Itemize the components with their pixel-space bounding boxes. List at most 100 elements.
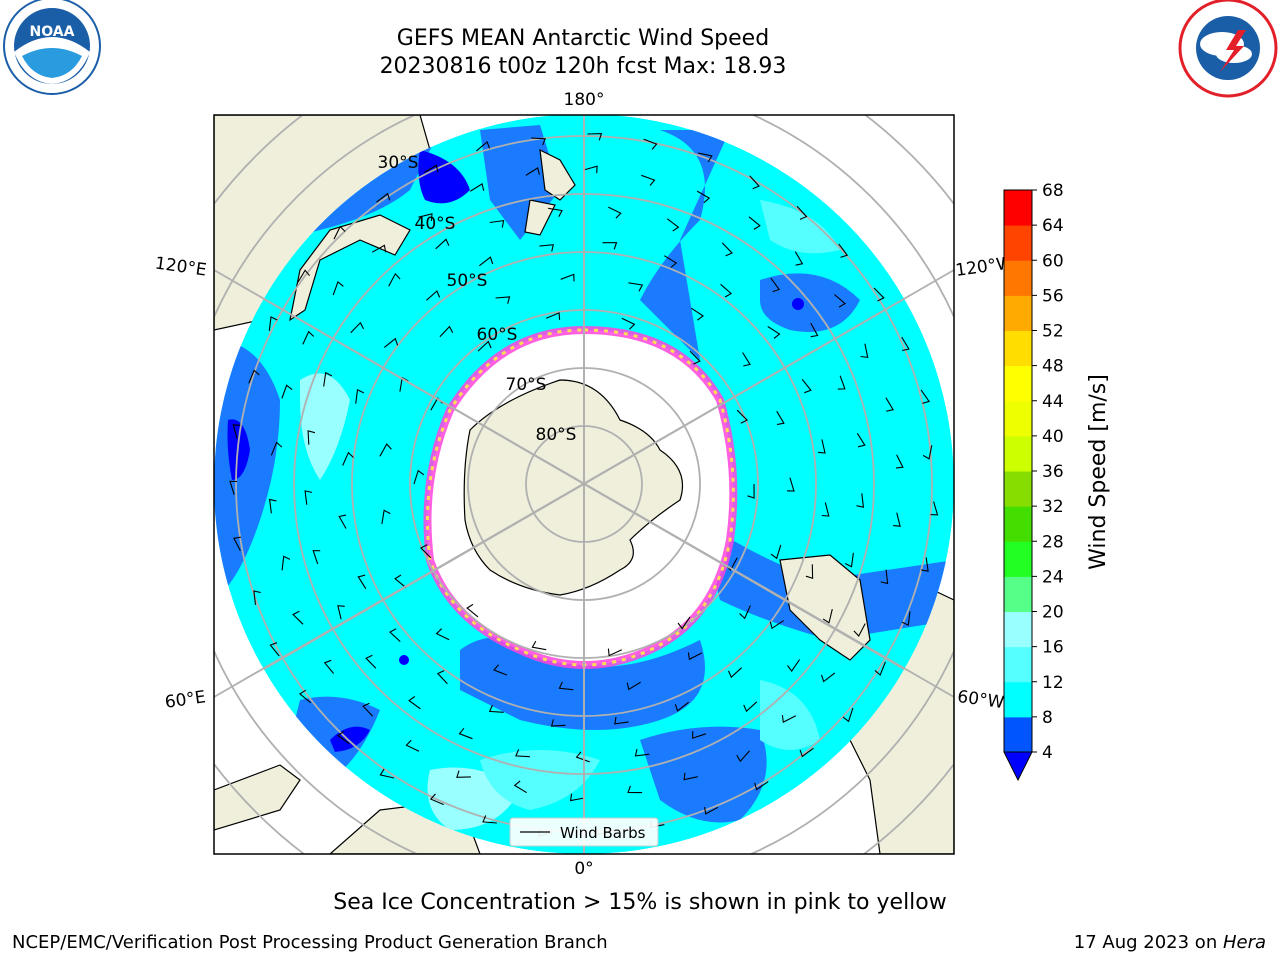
wind-barb	[743, 701, 758, 713]
wind-barb	[696, 190, 711, 204]
wind-barb	[550, 719, 566, 727]
wind-barb	[721, 242, 733, 257]
wind-barb	[362, 702, 374, 717]
wind-barb	[628, 282, 644, 292]
nws-logo	[1178, 0, 1278, 98]
colorbar-segment	[1004, 506, 1032, 542]
wind-barb	[583, 165, 598, 174]
wind-barb	[627, 785, 643, 794]
wind-barb	[488, 704, 504, 713]
wind-barb	[253, 590, 261, 605]
wind-barb	[515, 749, 530, 758]
wind-barb	[229, 480, 238, 495]
lon-label-180: 180°	[564, 90, 605, 110]
wind-barb	[357, 574, 367, 589]
wind-barb	[748, 216, 761, 230]
wind-barb	[727, 667, 742, 679]
wind-barb	[844, 552, 854, 568]
wind-barb	[424, 164, 439, 173]
wind-barb	[342, 451, 354, 466]
wind-barb	[376, 192, 391, 203]
wind-barb	[720, 283, 733, 298]
wind-barb	[747, 483, 755, 499]
colorbar-tick-label: 44	[1042, 392, 1064, 412]
map-legend: Wind Barbs	[509, 817, 659, 847]
wind-barb	[413, 469, 425, 485]
wind-barb	[558, 681, 574, 691]
wind-barb	[922, 445, 933, 460]
wind-barb	[687, 652, 703, 661]
wind-barb	[435, 628, 450, 641]
wind-barb	[801, 378, 812, 394]
wind-barb	[281, 555, 291, 571]
wind-barb	[621, 317, 636, 330]
wind-barb	[805, 564, 814, 580]
wind-barb	[690, 307, 704, 321]
wind-barb	[626, 681, 641, 691]
lon-label-120e: 120°E	[154, 254, 208, 281]
wind-barb	[641, 174, 656, 186]
wind-barb	[458, 727, 473, 740]
colorbar-segment	[1004, 611, 1032, 648]
colorbar-segment	[1004, 716, 1032, 753]
wind-barb	[545, 312, 561, 320]
wind-barb	[704, 806, 719, 815]
colorbar-segment	[1004, 471, 1032, 507]
wind-barb	[634, 748, 650, 757]
wind-barb	[383, 337, 399, 348]
colorbar-segment	[1004, 576, 1032, 612]
wind-barb	[426, 290, 441, 301]
wind-barb	[478, 256, 494, 267]
wind-barb	[323, 659, 335, 674]
colorbar-tick-label: 68	[1042, 181, 1064, 201]
wind-barb	[697, 152, 713, 163]
wind-barb	[248, 369, 260, 384]
wind-barb	[333, 225, 346, 240]
wind-barb	[895, 454, 904, 469]
noaa-logo: NOAA	[3, 0, 101, 95]
wind-barb	[770, 544, 782, 560]
wind-barb	[569, 793, 585, 802]
wind-barb	[776, 410, 785, 426]
svg-text:Wind Barbs: Wind Barbs	[560, 824, 646, 842]
colorbar-tick-label: 16	[1042, 638, 1064, 658]
footer-system: Hera	[1222, 932, 1266, 953]
wind-barb	[608, 206, 622, 219]
wind-barb	[860, 343, 869, 359]
wind-barb	[834, 294, 846, 308]
wind-barb	[269, 642, 280, 657]
wind-barb	[525, 167, 540, 176]
colorbar-label: Wind Speed [m/s]	[1086, 374, 1111, 570]
colorbar-segment	[1004, 365, 1032, 402]
lat-label-70s: 70°S	[506, 375, 547, 395]
wind-barb	[371, 244, 387, 253]
wind-barb	[794, 251, 804, 266]
wind-barb	[736, 750, 751, 763]
wind-barb	[838, 243, 849, 258]
wind-barb	[817, 439, 826, 454]
colorbar-tick-label: 28	[1042, 532, 1064, 552]
colorbar-tick-label: 52	[1042, 322, 1064, 342]
wind-barb	[297, 269, 311, 283]
wind-barb	[419, 544, 432, 559]
colorbar-tick-label: 60	[1042, 251, 1064, 271]
wind-barb	[796, 205, 808, 220]
wind-barb	[921, 557, 929, 572]
land-inside	[289, 148, 871, 661]
footer-date-prefix: 17 Aug 2023 on	[1073, 932, 1223, 953]
colorbar-segment	[1004, 295, 1032, 331]
wind-barb	[856, 433, 866, 448]
colorbar-segment	[1004, 190, 1032, 226]
wind-barb	[920, 389, 930, 404]
colorbar-extend-arrow	[1003, 751, 1033, 782]
wind-barb	[323, 371, 333, 387]
lat-label-80s: 80°S	[536, 425, 577, 445]
svg-text:NOAA: NOAA	[30, 24, 75, 40]
wind-barb	[337, 731, 350, 745]
lon-label-0: 0°	[574, 859, 593, 879]
map-frame	[213, 114, 955, 855]
wind-barb	[770, 277, 781, 293]
wind-barb	[493, 664, 508, 676]
wind-barb	[233, 536, 241, 551]
wind-barb	[292, 610, 304, 625]
